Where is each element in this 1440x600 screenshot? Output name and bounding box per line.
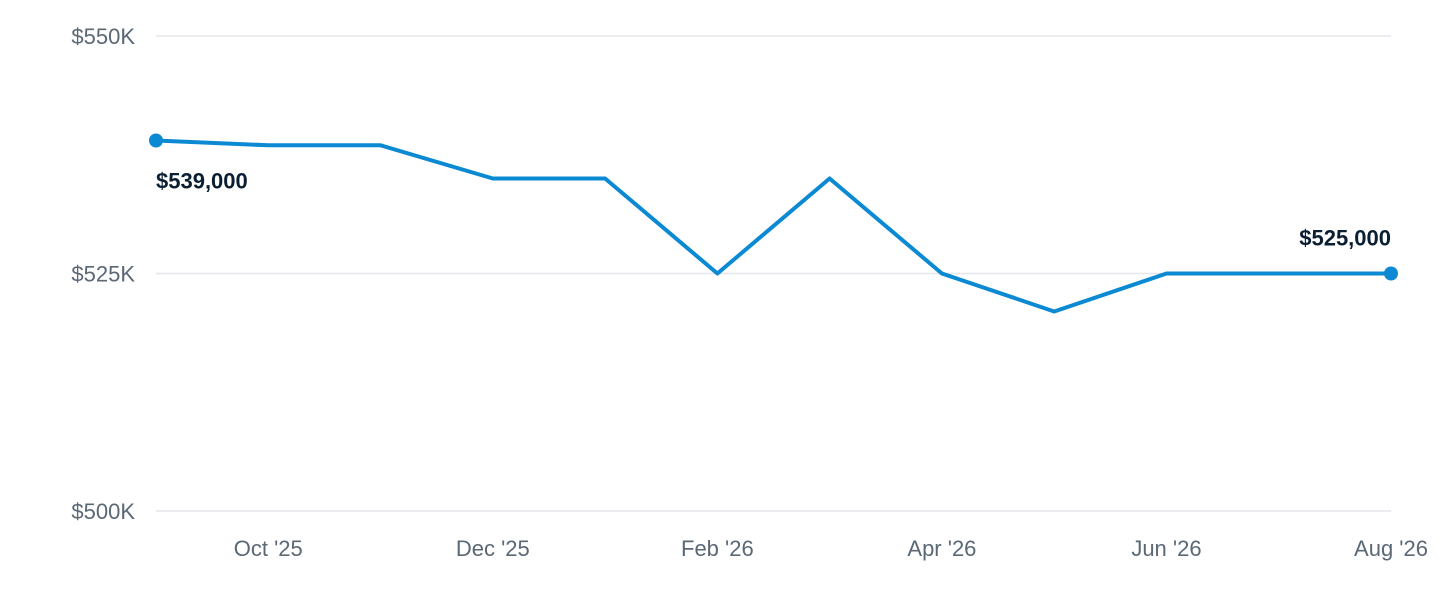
data-label-layer: $539,000 $525,000 bbox=[156, 169, 1391, 251]
x-tick-label: Jun '26 bbox=[1131, 536, 1201, 561]
y-axis: $550K $525K $500K bbox=[71, 24, 135, 524]
data-point-marker bbox=[1384, 266, 1398, 281]
x-axis: Oct '25 Dec '25 Feb '26 Apr '26 Jun '26 Aug '… bbox=[234, 536, 1428, 561]
marker-layer bbox=[149, 133, 1398, 281]
series-layer bbox=[154, 138, 1393, 314]
series-line bbox=[154, 138, 1393, 314]
y-tick-label: $525K bbox=[71, 262, 135, 287]
y-tick-label: $550K bbox=[71, 24, 135, 49]
x-tick-label: Apr '26 bbox=[907, 536, 976, 561]
x-tick-label: Dec '25 bbox=[456, 536, 530, 561]
x-tick-label: Aug '26 bbox=[1354, 536, 1428, 561]
y-tick-label: $500K bbox=[71, 499, 135, 524]
data-label: $539,000 bbox=[156, 169, 248, 194]
data-point-marker bbox=[149, 133, 163, 148]
x-tick-label: Feb '26 bbox=[681, 536, 754, 561]
x-tick-label: Oct '25 bbox=[234, 536, 303, 561]
data-label: $525,000 bbox=[1299, 226, 1391, 251]
